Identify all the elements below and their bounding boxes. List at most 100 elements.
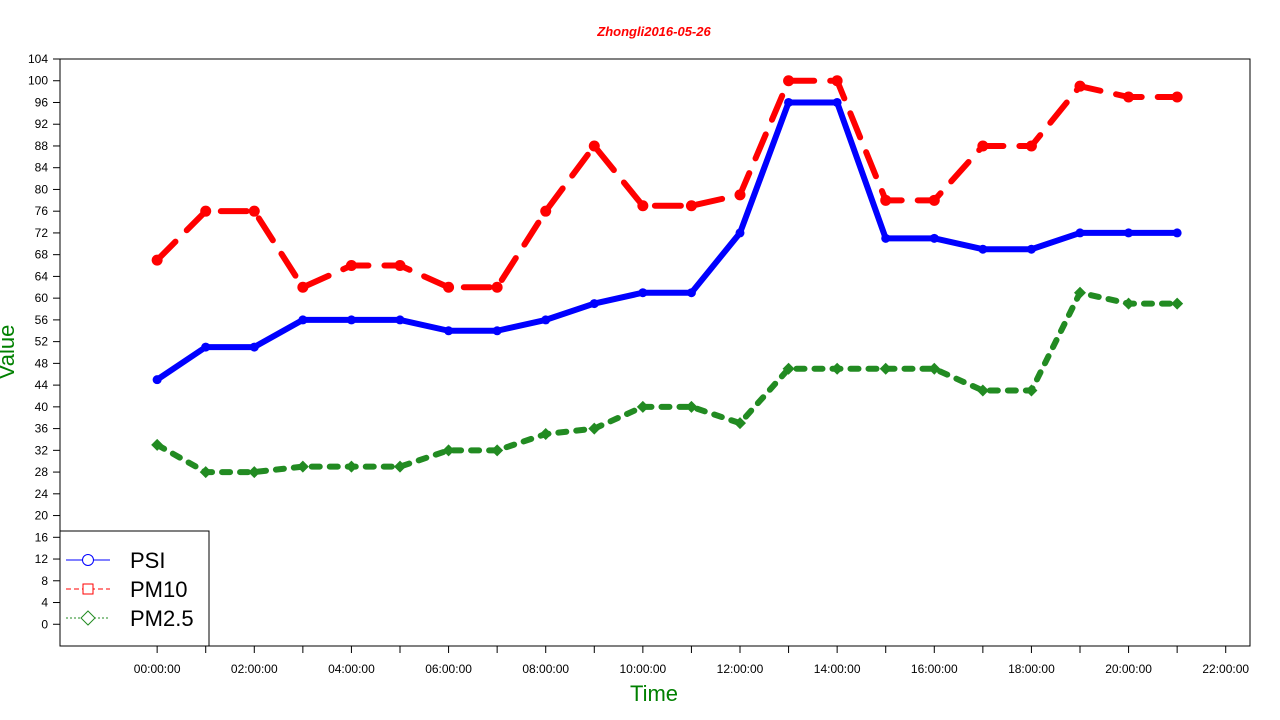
series-line: [154, 99, 1181, 383]
data-point: [1074, 80, 1086, 92]
x-tick-label: 10:00:00: [619, 662, 666, 676]
data-point: [394, 460, 406, 473]
chart-title: Zhongli2016-05-26: [596, 24, 711, 39]
data-point: [200, 205, 212, 217]
data-point: [831, 75, 843, 87]
series-pm25: [151, 286, 1184, 479]
y-tick-label: 56: [35, 313, 49, 327]
y-tick-label: 92: [35, 117, 49, 131]
data-point: [977, 140, 989, 152]
legend-marker: [82, 554, 94, 566]
data-point: [685, 200, 697, 212]
data-point: [881, 233, 891, 243]
data-point: [491, 281, 503, 293]
data-point: [1123, 91, 1135, 103]
series-pm10: [151, 75, 1183, 293]
data-point: [734, 417, 746, 430]
y-tick-label: 32: [35, 443, 49, 457]
data-point: [248, 205, 260, 217]
y-tick-label: 28: [35, 465, 49, 479]
data-point: [298, 315, 308, 325]
data-point: [491, 444, 504, 457]
y-tick-label: 24: [35, 487, 49, 501]
y-tick-label: 4: [41, 596, 48, 610]
y-tick-label: 52: [35, 335, 49, 349]
y-tick-label: 76: [35, 204, 49, 218]
x-axis: 00:00:00 02:00:00 04:00:00 06:00:00 08:00:00…: [134, 646, 1249, 676]
data-point: [394, 260, 406, 272]
y-tick-label: 100: [28, 74, 48, 88]
data-point: [928, 194, 940, 206]
data-point: [686, 288, 696, 298]
data-point: [1171, 91, 1183, 103]
series-psi: [152, 97, 1182, 385]
y-tick-label: 16: [35, 530, 49, 544]
legend-marker: [82, 583, 94, 595]
data-point: [685, 400, 698, 413]
data-point: [249, 342, 259, 352]
data-point: [346, 315, 356, 325]
x-tick-label: 00:00:00: [134, 662, 181, 676]
y-axis: 0481216202428323640444852566064687276808…: [28, 52, 60, 631]
data-point: [734, 189, 746, 201]
data-point: [296, 460, 309, 473]
data-point: [199, 466, 212, 479]
data-point: [201, 342, 211, 352]
x-tick-label: 04:00:00: [328, 662, 375, 676]
data-point: [1025, 140, 1037, 152]
data-point: [783, 75, 795, 87]
data-point: [928, 362, 941, 375]
data-point: [978, 244, 988, 254]
data-point: [540, 205, 552, 217]
legend-label: PM2.5: [130, 606, 194, 631]
y-tick-label: 68: [35, 248, 49, 262]
data-point: [442, 444, 455, 457]
data-point: [638, 288, 648, 298]
data-point: [248, 466, 261, 479]
legend-marker: [80, 610, 96, 626]
y-tick-label: 88: [35, 139, 49, 153]
y-tick-label: 12: [35, 552, 49, 566]
data-point: [588, 422, 601, 435]
series-layer: [151, 75, 1184, 479]
series-line: [154, 77, 1181, 291]
series-line: [154, 289, 1181, 476]
y-tick-label: 36: [35, 422, 49, 436]
data-point: [1171, 297, 1184, 310]
legend-label: PM10: [130, 577, 187, 602]
data-point: [541, 315, 551, 325]
y-tick-label: 8: [41, 574, 48, 588]
data-point: [444, 326, 454, 336]
x-axis-label: Time: [630, 681, 678, 706]
y-tick-label: 0: [41, 617, 48, 631]
data-point: [832, 97, 842, 107]
x-tick-label: 06:00:00: [425, 662, 472, 676]
data-point: [345, 260, 357, 272]
data-point: [784, 97, 794, 107]
x-tick-label: 08:00:00: [522, 662, 569, 676]
legend-label: PSI: [130, 548, 165, 573]
data-point: [879, 362, 892, 375]
data-point: [1075, 228, 1085, 238]
data-point: [1124, 228, 1134, 238]
data-point: [492, 326, 502, 336]
data-point: [539, 428, 552, 441]
x-tick-label: 02:00:00: [231, 662, 278, 676]
y-axis-label: Value: [0, 325, 19, 380]
data-point: [976, 384, 989, 397]
y-tick-label: 96: [35, 95, 49, 109]
data-point: [636, 400, 649, 413]
data-point: [637, 200, 649, 212]
data-point: [1122, 297, 1135, 310]
data-point: [1074, 286, 1086, 299]
y-tick-label: 84: [35, 161, 49, 175]
data-point: [152, 375, 162, 385]
x-tick-label: 22:00:00: [1202, 662, 1249, 676]
data-point: [151, 438, 164, 451]
y-tick-label: 64: [35, 269, 49, 283]
y-tick-label: 80: [35, 182, 49, 196]
y-tick-label: 104: [28, 52, 48, 66]
plot-frame: [59, 58, 1251, 647]
x-tick-label: 20:00:00: [1105, 662, 1152, 676]
